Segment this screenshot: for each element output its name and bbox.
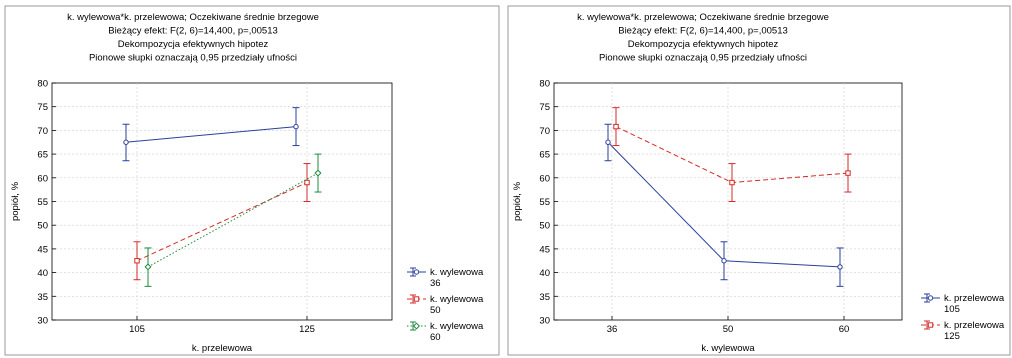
y-tick-label: 70 (539, 126, 550, 137)
chart-title-line: k. wylewowa*k. przelewowa; Oczekiwane śr… (67, 12, 319, 23)
data-point (123, 139, 129, 145)
y-axis-label: popiół, % (10, 181, 21, 221)
chart-title-line: Dekompozycja efektywnych hipotez (118, 39, 269, 50)
chart-title-line: Pionowe słupki oznaczają 0,95 przedziały… (89, 53, 297, 64)
data-point (144, 263, 152, 271)
data-point (845, 170, 851, 176)
x-tick-label: 125 (299, 324, 315, 335)
chart-title-line: Bieżący efekt: F(2, 6)=14,400, p=,00513 (108, 26, 278, 37)
y-tick-label: 80 (539, 79, 550, 90)
chart-title-line: k. wylewowa*k. przelewowa; Oczekiwane śr… (577, 12, 829, 23)
y-axis-label: popiół, % (512, 181, 523, 221)
legend-label: k. wylewowa 60 (430, 321, 484, 343)
y-tick-label: 50 (37, 221, 48, 232)
legend-label: k. przelewowa 105 (944, 293, 1005, 315)
legend-label: k. wylewowa 50 (430, 294, 484, 316)
x-tick-label: 50 (723, 324, 734, 335)
y-tick-label: 65 (37, 150, 48, 161)
legend-marker (413, 296, 420, 302)
y-tick-label: 50 (539, 221, 550, 232)
y-tick-label: 70 (37, 126, 48, 137)
y-tick-label: 40 (539, 268, 550, 279)
data-point (293, 123, 299, 130)
y-tick-label: 35 (37, 292, 48, 303)
y-tick-label: 30 (37, 316, 48, 327)
y-tick-label: 55 (37, 197, 48, 208)
data-point (721, 258, 727, 264)
y-tick-label: 60 (539, 173, 550, 184)
y-tick-label: 40 (37, 268, 48, 279)
y-tick-label: 55 (539, 197, 550, 208)
y-tick-label: 60 (37, 173, 48, 184)
data-point (613, 123, 619, 130)
series-k-wylewowa-50-line (136, 182, 308, 262)
data-point (134, 258, 140, 264)
y-tick-label: 45 (539, 244, 550, 255)
legend-label: k. wylewowa 36 (430, 267, 484, 289)
x-tick-label: 60 (839, 324, 850, 335)
x-axis-label: k. wylewowa (701, 343, 755, 354)
chart-title-line: Dekompozycja efektywnych hipotez (628, 39, 779, 50)
legend-marker (927, 295, 934, 301)
data-point (314, 169, 322, 177)
x-axis-label: k. przelewowa (192, 343, 253, 354)
chart-right: k. wylewowa*k. przelewowa; Oczekiwane śr… (507, 5, 1011, 356)
series-k-wylewowa-36-line (125, 126, 297, 143)
data-point (605, 139, 611, 145)
legend-label: k. przelewowa 125 (944, 320, 1005, 342)
legend-marker (413, 269, 420, 275)
y-tick-label: 45 (37, 244, 48, 255)
y-tick-label: 80 (37, 79, 48, 90)
chart-title-line: Bieżący efekt: F(2, 6)=14,400, p=,00513 (618, 26, 788, 37)
chart-title-line: Pionowe słupki oznaczają 0,95 przedziały… (599, 53, 807, 64)
series-k-wylewowa-60-line (147, 172, 319, 268)
x-tick-label: 36 (607, 324, 618, 335)
y-tick-label: 30 (539, 316, 550, 327)
x-tick-label: 105 (129, 324, 145, 335)
data-point (304, 179, 310, 186)
data-point (837, 264, 843, 270)
chart-left: k. wylewowa*k. przelewowa; Oczekiwane śr… (4, 5, 500, 356)
y-tick-label: 65 (539, 150, 550, 161)
data-point (729, 179, 735, 186)
y-tick-label: 35 (539, 292, 550, 303)
y-tick-label: 75 (37, 102, 48, 113)
legend-marker (927, 322, 934, 328)
legend-marker (412, 322, 421, 330)
y-tick-label: 75 (539, 102, 550, 113)
